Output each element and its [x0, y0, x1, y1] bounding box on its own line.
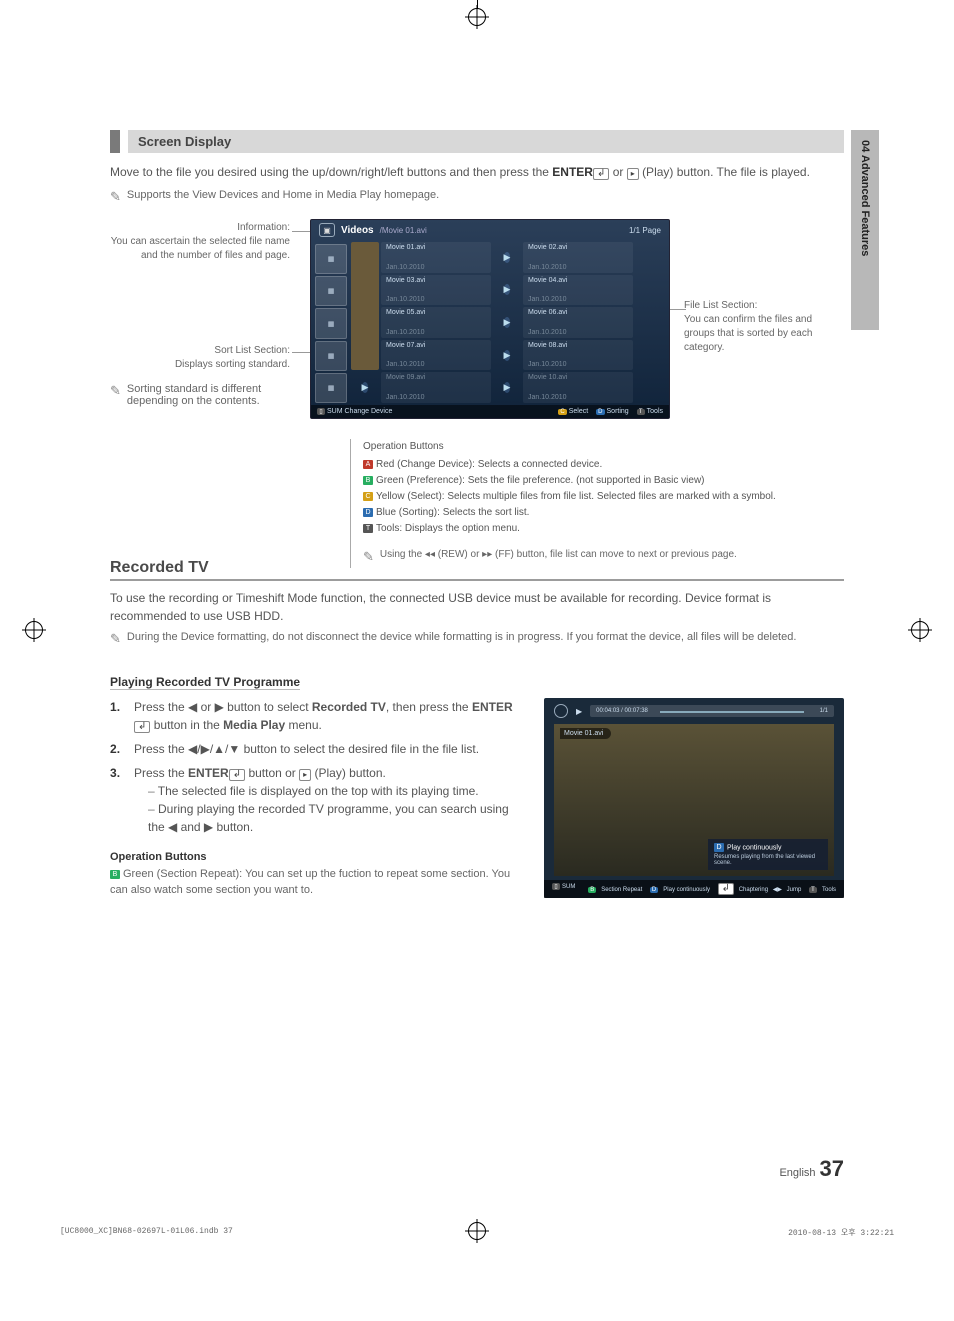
operation-buttons-2: Operation Buttons BGreen (Section Repeat…: [110, 850, 520, 898]
screen-footer: ▯SUM Change Device CSelect DSorting TToo…: [311, 405, 669, 418]
callout-file-list: File List Section: You can confirm the f…: [684, 299, 844, 355]
callout-information: Information: You can ascertain the selec…: [110, 221, 290, 263]
player-filename: Movie 01.avi: [560, 728, 611, 739]
file-cell: Movie 06.aviJan.10.2010: [523, 307, 633, 338]
progress-bar: 00:04:03 / 00:07:38 1/1: [590, 705, 834, 717]
step-2: Press the ◀/▶/▲/▼ button to select the d…: [110, 740, 520, 758]
file-list-section: Movie 01.aviJan.10.2010 ▶ Movie 02.aviJa…: [351, 242, 665, 403]
screen-title: Videos: [341, 225, 374, 236]
enter-icon: [134, 721, 150, 733]
file-cell: Movie 10.aviJan.10.2010: [523, 372, 633, 403]
step-3: Press the ENTER button or (Play) button.…: [110, 764, 520, 836]
player-footer: ▯SUM BSection Repeat DPlay continuously …: [544, 880, 844, 898]
file-cell: Movie 07.aviJan.10.2010: [381, 340, 491, 371]
note: ✎ Supports the View Devices and Home in …: [110, 189, 844, 205]
intro-text: Move to the file you desired using the u…: [110, 163, 844, 181]
operation-buttons: Operation Buttons ARed (Change Device): …: [350, 439, 776, 568]
callout-sort-list: Sort List Section: Displays sorting stan…: [110, 344, 290, 372]
step-3-sub: The selected file is displayed on the to…: [148, 782, 520, 800]
note-icon: ✎: [110, 189, 121, 205]
tooltip: DPlay continuously Resumes playing from …: [708, 839, 828, 870]
diagram: Information: You can ascertain the selec…: [110, 219, 844, 449]
page-indicator: 1/1 Page: [629, 226, 661, 235]
recorded-intro: To use the recording or Timeshift Mode f…: [110, 589, 844, 625]
preview-thumb: [351, 242, 379, 370]
play-icon: [627, 168, 639, 180]
print-footer: [UC8000_XC]BN68-02697L-01L06.indb 37 201…: [60, 1227, 894, 1238]
page-number: English37: [779, 1156, 844, 1182]
file-cell: Movie 02.aviJan.10.2010: [523, 242, 633, 273]
file-cell: Movie 08.aviJan.10.2010: [523, 340, 633, 371]
recorded-note: ✎During the Device formatting, do not di…: [110, 631, 844, 647]
step-3-sub: During playing the recorded TV programme…: [148, 800, 520, 836]
screen-mock: ▣ Videos /Movie 01.avi 1/1 Page ▦▦▦ ▦▦ M…: [310, 219, 670, 419]
screen-path: /Movie 01.avi: [380, 226, 427, 235]
enter-icon: [229, 769, 245, 781]
sort-list-section: ▦▦▦ ▦▦: [315, 242, 347, 403]
player-icon: [554, 704, 568, 718]
file-cell: Movie 09.aviJan.10.2010: [381, 372, 491, 403]
chapter-tab: 04 Advanced Features: [851, 130, 879, 330]
file-cell: Movie 04.aviJan.10.2010: [523, 275, 633, 306]
player-mock: ▶ 00:04:03 / 00:07:38 1/1 Movie 01.avi D…: [544, 698, 844, 898]
section-heading: Screen Display: [110, 130, 844, 153]
videos-icon: ▣: [319, 223, 335, 237]
file-cell: Movie 01.aviJan.10.2010: [381, 242, 491, 273]
step-1: Press the ◀ or ▶ button to select Record…: [110, 698, 520, 734]
file-cell: Movie 03.aviJan.10.2010: [381, 275, 491, 306]
enter-icon: [593, 168, 609, 180]
file-cell: Movie 05.aviJan.10.2010: [381, 307, 491, 338]
play-state-icon: ▶: [576, 707, 582, 716]
play-icon: [299, 769, 311, 781]
screen-display-heading: Screen Display: [128, 130, 844, 153]
playing-subheading: Playing Recorded TV Programme: [110, 675, 300, 690]
callout-sort-note: ✎Sorting standard is different depending…: [110, 383, 290, 407]
